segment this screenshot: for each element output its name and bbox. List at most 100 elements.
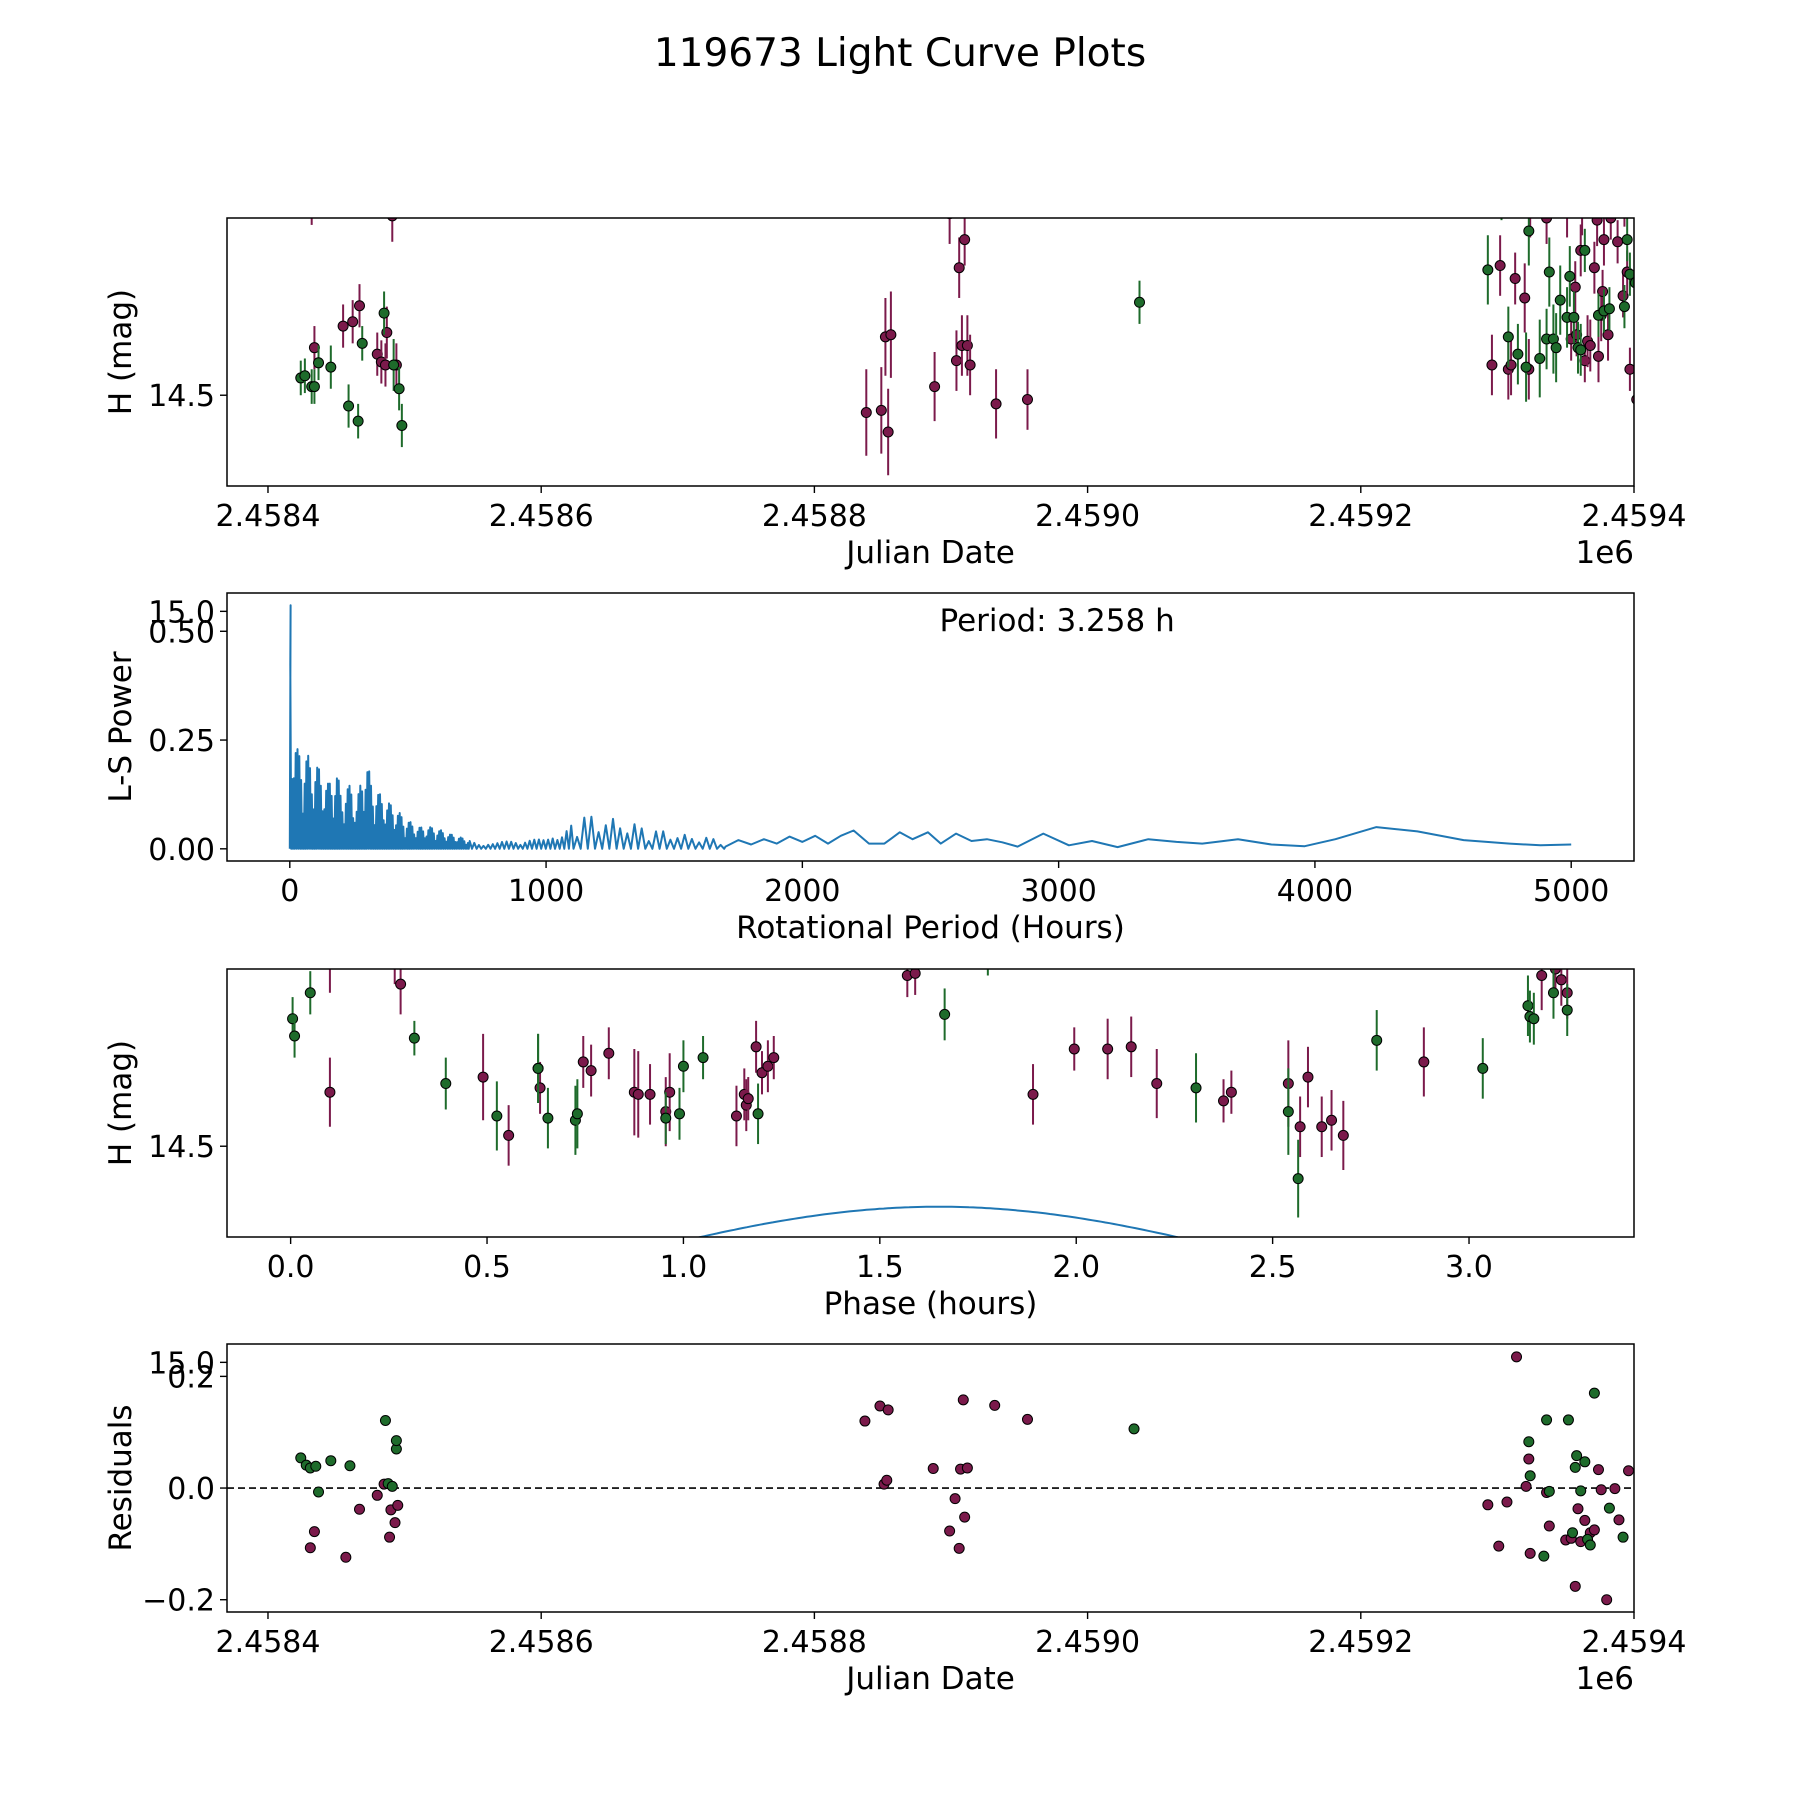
green-data-point bbox=[1541, 1414, 1553, 1426]
maroon-data-point bbox=[957, 1394, 969, 1406]
green-data-point bbox=[1603, 1502, 1615, 1514]
x-tick-label: 2000 bbox=[764, 874, 840, 909]
maroon-data-point bbox=[1602, 329, 1614, 341]
maroon-data-point bbox=[340, 1551, 352, 1563]
maroon-data-point bbox=[927, 1463, 939, 1475]
green-data-point bbox=[677, 1060, 689, 1072]
green-data-point bbox=[325, 1455, 337, 1467]
x-tick-label: 1.5 bbox=[856, 1250, 904, 1285]
x-tick-label: 1.0 bbox=[660, 1250, 708, 1285]
green-data-point bbox=[313, 1486, 325, 1498]
green-data-point bbox=[344, 1460, 356, 1472]
green-data-point bbox=[1534, 352, 1546, 364]
maroon-data-point bbox=[1588, 1524, 1600, 1536]
maroon-data-point bbox=[882, 1404, 894, 1416]
green-data-point bbox=[1562, 1414, 1574, 1426]
maroon-data-point bbox=[1509, 273, 1521, 285]
x-tick-label: 2.4586 bbox=[489, 1625, 594, 1660]
maroon-data-point bbox=[1501, 1496, 1513, 1508]
y-tick-label: 15.0 bbox=[148, 1346, 215, 1381]
maroon-data-point bbox=[1598, 234, 1610, 246]
periodogram-frame bbox=[226, 592, 1635, 862]
green-data-point bbox=[1567, 1527, 1579, 1539]
maroon-data-point bbox=[632, 1088, 644, 1100]
maroon-data-point bbox=[1524, 1547, 1536, 1559]
phased-ylabel: H (mag) bbox=[103, 1040, 139, 1166]
residuals-offset-label: 1e6 bbox=[1575, 1661, 1634, 1697]
green-data-point bbox=[295, 1452, 307, 1464]
green-data-point bbox=[356, 337, 368, 349]
y-tick-label: 0.25 bbox=[148, 724, 215, 759]
y-tick-label: 15.0 bbox=[148, 595, 215, 630]
green-data-point bbox=[396, 419, 408, 431]
maroon-data-point bbox=[371, 1489, 383, 1501]
maroon-data-point bbox=[1520, 1480, 1532, 1492]
green-data-point bbox=[491, 1110, 503, 1122]
x-tick-label: 2.4586 bbox=[489, 499, 594, 534]
maroon-data-point bbox=[1337, 1129, 1349, 1141]
maroon-data-point bbox=[1519, 292, 1531, 304]
maroon-data-point bbox=[1572, 1503, 1584, 1515]
maroon-data-point bbox=[1592, 1464, 1604, 1476]
maroon-data-point bbox=[1523, 1453, 1535, 1465]
x-tick-label: 2.4590 bbox=[1035, 499, 1140, 534]
x-tick-label: 0.5 bbox=[463, 1250, 511, 1285]
maroon-data-point bbox=[1601, 1594, 1613, 1606]
x-tick-label: 2.4594 bbox=[1582, 1625, 1687, 1660]
lightcurve-panel: 2.4584 2.4586 2.4588 2.4590 2.4592 2.4594 14.5… bbox=[103, 217, 1686, 630]
x-tick-label: 2.5 bbox=[1249, 1250, 1297, 1285]
maroon-data-point bbox=[959, 234, 971, 246]
green-data-point bbox=[386, 1480, 398, 1492]
green-data-point bbox=[1522, 1000, 1534, 1012]
green-data-point bbox=[1477, 1062, 1489, 1074]
green-data-point bbox=[343, 400, 355, 412]
green-data-point bbox=[1528, 1013, 1540, 1025]
y-tick-label: 0.0 bbox=[167, 1472, 215, 1507]
maroon-data-point bbox=[989, 1399, 1001, 1411]
maroon-data-point bbox=[1068, 1043, 1080, 1055]
maroon-data-point bbox=[1326, 1114, 1338, 1126]
green-data-point bbox=[1571, 1450, 1583, 1462]
maroon-data-point bbox=[750, 1041, 762, 1053]
maroon-data-point bbox=[949, 1493, 961, 1505]
maroon-data-point bbox=[1569, 281, 1581, 293]
residuals-frame bbox=[226, 1343, 1635, 1613]
green-data-point bbox=[1575, 1485, 1587, 1497]
green-data-point bbox=[1629, 277, 1634, 289]
periodogram-plot-area bbox=[288, 604, 1572, 850]
green-data-point bbox=[1543, 1485, 1555, 1497]
maroon-data-point bbox=[392, 1499, 404, 1511]
maroon-data-point bbox=[1624, 363, 1634, 375]
maroon-data-point bbox=[384, 1531, 396, 1543]
maroon-data-point bbox=[347, 316, 359, 328]
maroon-data-point bbox=[308, 1526, 320, 1538]
green-data-point bbox=[378, 307, 390, 319]
green-data-point bbox=[697, 1052, 709, 1064]
green-data-point bbox=[939, 1008, 951, 1020]
green-data-point bbox=[660, 1112, 672, 1124]
maroon-data-point bbox=[1609, 1483, 1621, 1495]
green-data-point bbox=[1543, 266, 1555, 278]
green-data-point bbox=[542, 1112, 554, 1124]
green-data-point bbox=[1134, 296, 1146, 308]
maroon-data-point bbox=[477, 1071, 489, 1083]
maroon-data-point bbox=[389, 1517, 401, 1529]
x-tick-label: 4000 bbox=[1277, 874, 1353, 909]
green-data-point bbox=[1588, 1387, 1600, 1399]
lightcurve-ylabel: H (mag) bbox=[103, 289, 139, 415]
maroon-data-point bbox=[1021, 394, 1033, 406]
green-data-point bbox=[1579, 244, 1591, 256]
green-data-point bbox=[289, 1030, 301, 1042]
maroon-data-point bbox=[395, 978, 407, 990]
maroon-data-point bbox=[354, 300, 366, 312]
periodogram-xlabel: Rotational Period (Hours) bbox=[736, 910, 1125, 946]
maroon-data-point bbox=[585, 1065, 597, 1077]
periodogram-ylabel: L-S Power bbox=[103, 651, 139, 802]
maroon-data-point bbox=[1536, 969, 1548, 981]
maroon-data-point bbox=[742, 1093, 754, 1105]
green-data-point bbox=[1561, 1004, 1573, 1016]
phased-xlabel: Phase (hours) bbox=[824, 1286, 1038, 1322]
maroon-data-point bbox=[961, 1462, 973, 1474]
green-data-point bbox=[1292, 1173, 1304, 1185]
